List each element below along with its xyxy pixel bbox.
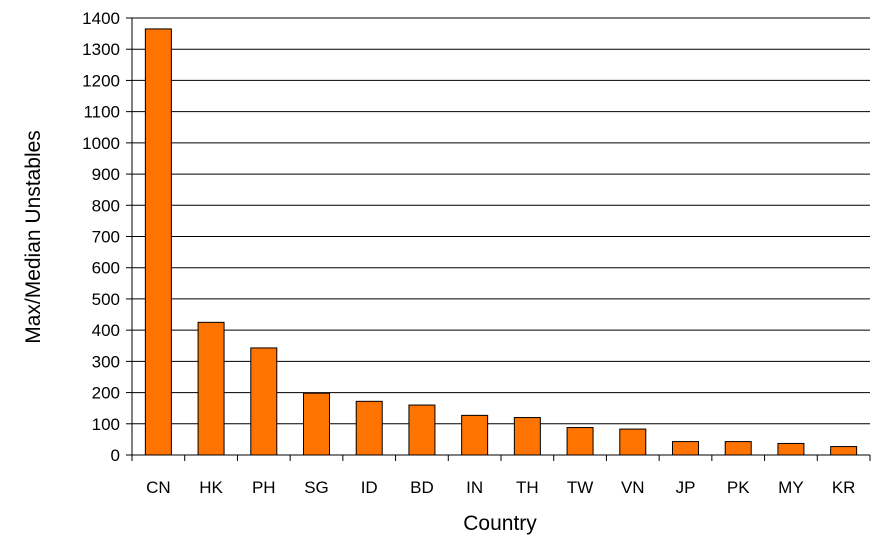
x-tick-label: SG	[304, 478, 329, 497]
x-tick-label: TW	[567, 478, 593, 497]
y-tick-label: 700	[92, 228, 120, 247]
y-tick-label: 500	[92, 290, 120, 309]
y-tick-labels: 0 100 200 300 400 500 600 700 800 900 1000 1100 1200…	[82, 9, 120, 465]
x-tick-label: IN	[466, 478, 483, 497]
x-tick-label: PK	[727, 478, 750, 497]
bars	[144, 28, 858, 456]
bar-tw	[566, 427, 594, 456]
y-tick-label: 800	[92, 196, 120, 215]
bar-hk	[197, 321, 225, 456]
x-tick-label: HK	[199, 478, 223, 497]
bar-th	[513, 417, 541, 456]
y-tick-label: 1000	[82, 134, 120, 153]
x-tick-label: KR	[832, 478, 856, 497]
y-tick-label: 300	[92, 352, 120, 371]
bar-bd	[408, 404, 436, 456]
x-tick-label: ID	[361, 478, 378, 497]
bar-vn	[619, 428, 647, 456]
bar-in	[461, 414, 489, 456]
bar-sg	[303, 392, 330, 456]
x-tick-label: PH	[252, 478, 276, 497]
y-tick-label: 1200	[82, 71, 120, 90]
y-tick-label: 0	[111, 446, 120, 465]
bar-kr	[830, 446, 858, 456]
bar-cn	[144, 28, 172, 456]
bar-my	[777, 442, 805, 456]
gridlines	[132, 17, 870, 425]
bar-id	[355, 400, 383, 456]
x-tick-label: JP	[676, 478, 696, 497]
bar-pk	[724, 441, 752, 456]
bar-ph	[250, 347, 278, 456]
y-tick-label: 1400	[82, 9, 120, 28]
axes	[126, 17, 871, 461]
x-tick-label: CN	[146, 478, 171, 497]
y-tick-label: 1100	[83, 103, 120, 122]
x-tick-label: MY	[778, 478, 804, 497]
x-tick-labels: CN HK PH SG ID BD IN TH TW VN JP PK MY KR	[146, 478, 855, 497]
y-axis-title: Max/Median Unstables	[22, 130, 45, 344]
y-tick-label: 200	[92, 384, 120, 403]
y-tick-label: 1300	[82, 40, 120, 59]
x-tick-label: VN	[621, 478, 645, 497]
x-tick-label: TH	[516, 478, 539, 497]
y-tick-label: 400	[92, 321, 120, 340]
x-tick-label: BD	[410, 478, 434, 497]
bar-jp	[672, 441, 699, 456]
x-axis-title: Country	[463, 512, 537, 535]
y-tick-label: 900	[92, 165, 120, 184]
y-tick-label: 600	[92, 259, 120, 278]
y-tick-label: 100	[92, 415, 120, 434]
